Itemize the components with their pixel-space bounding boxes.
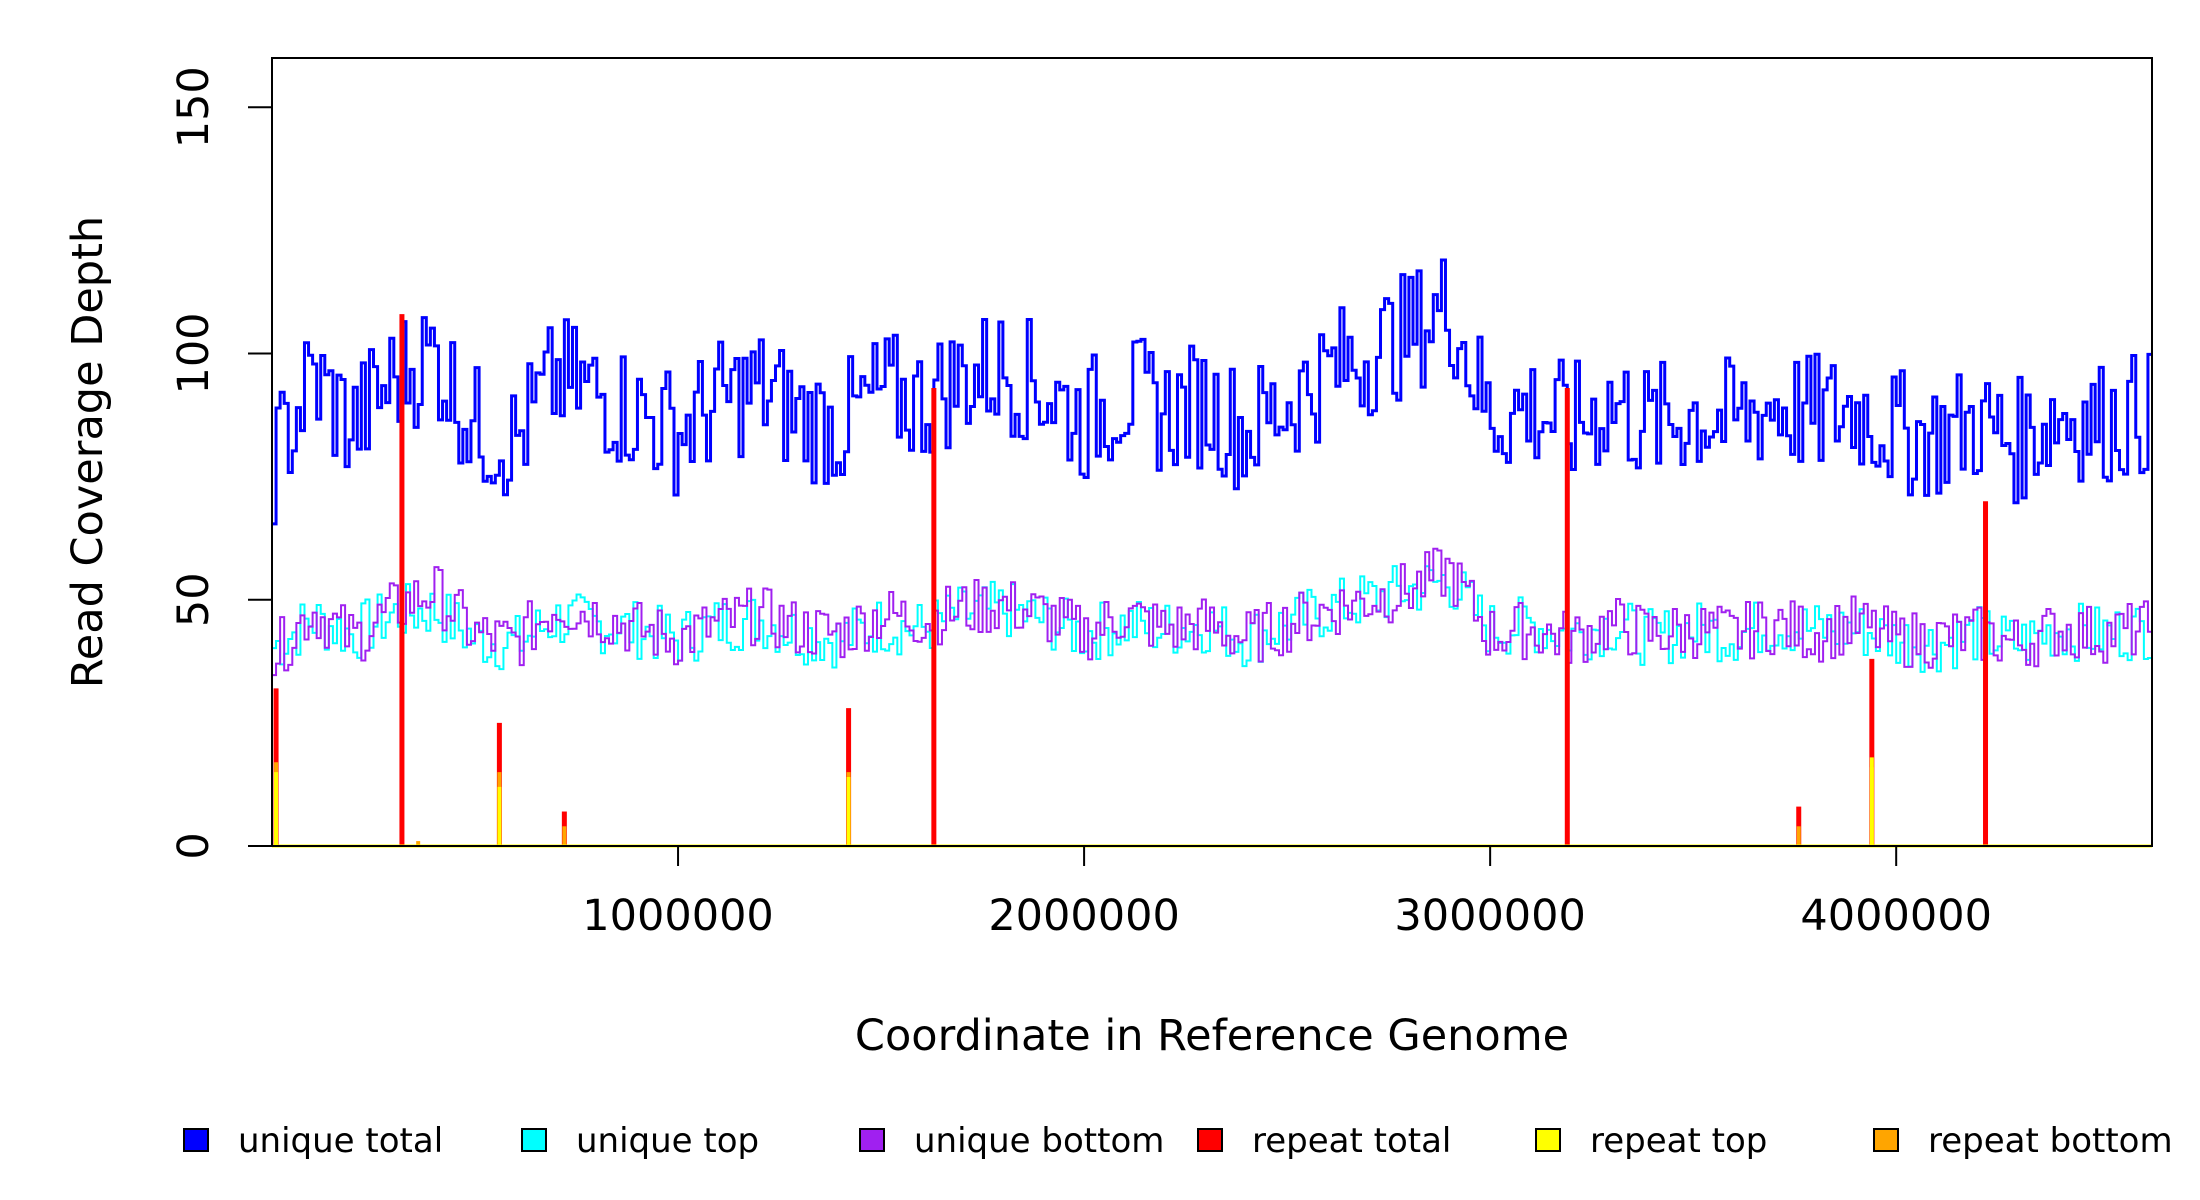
series-unique-bottom	[272, 547, 2152, 677]
y-tick-label: 150	[169, 66, 219, 148]
legend-label: repeat bottom	[1928, 1121, 2173, 1161]
legend-swatch	[1873, 1128, 1899, 1152]
series-line-unique-bottom	[272, 547, 2152, 677]
series-line-unique-total	[272, 258, 2152, 526]
legend-swatch	[521, 1128, 547, 1152]
plot-frame	[271, 57, 2153, 847]
legend-label: repeat total	[1252, 1121, 1451, 1161]
x-tick-label: 4000000	[1800, 891, 1992, 941]
legend-swatch	[1535, 1128, 1561, 1152]
legend-swatch	[859, 1128, 885, 1152]
series-repeat-top	[272, 757, 2152, 848]
x-tick-label: 2000000	[988, 891, 1180, 941]
legend-label: unique total	[238, 1121, 443, 1161]
series-line-unique-top	[272, 565, 2152, 673]
x-axis: 1000000 2000000 3000000 4000000	[582, 846, 1992, 941]
series-layer	[272, 258, 2152, 848]
y-tick-label: 0	[169, 832, 219, 859]
y-tick-label: 100	[169, 312, 219, 394]
x-tick-label: 3000000	[1394, 891, 1586, 941]
series-unique-total	[272, 258, 2152, 526]
legend-label: unique bottom	[914, 1121, 1164, 1161]
x-axis-title: Coordinate in Reference Genome	[855, 1011, 1569, 1061]
series-unique-top	[272, 565, 2152, 673]
y-axis-title: Read Coverage Depth	[63, 216, 113, 688]
legend-swatch	[183, 1128, 209, 1152]
legend-swatch	[1197, 1128, 1223, 1152]
y-axis: 0 50 100 150	[169, 66, 272, 860]
y-tick-label: 50	[169, 572, 219, 627]
legend-label: repeat top	[1590, 1121, 1767, 1161]
legend-label: unique top	[576, 1121, 759, 1161]
legend: unique total unique top unique bottom repea…	[183, 1121, 2173, 1161]
x-tick-label: 1000000	[582, 891, 774, 941]
